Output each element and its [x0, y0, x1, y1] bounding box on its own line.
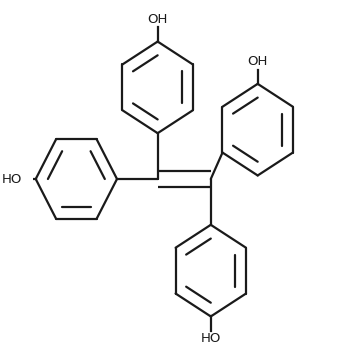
- Text: HO: HO: [200, 332, 221, 345]
- Text: OH: OH: [247, 55, 268, 68]
- Text: HO: HO: [1, 173, 22, 185]
- Text: OH: OH: [148, 13, 168, 26]
